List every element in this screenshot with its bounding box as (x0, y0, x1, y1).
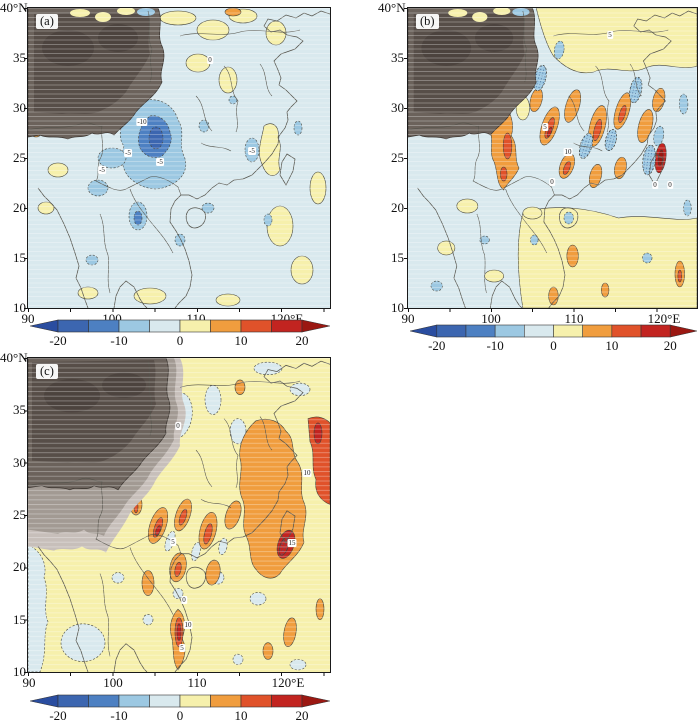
lat-tick-label: 20 (391, 200, 404, 215)
contour-value-label: 10 (183, 621, 193, 629)
contour-value-label: 0 (652, 181, 658, 189)
lon-tick-label: 100 (481, 311, 501, 326)
colorbar-b (410, 324, 697, 338)
contour-value-label: 10 (563, 148, 573, 156)
lat-tick-label: 25 (13, 507, 26, 522)
map-c: (c) 0 10 15 0 10 5 5 (27, 357, 331, 673)
lon-tick-label: 90 (21, 311, 35, 326)
contour-value-label: -5 (248, 147, 256, 155)
map-a: (a) -10 -5 -5 -5 -5 0 (27, 7, 331, 309)
colorbar-tick-label: -20 (49, 708, 67, 723)
colorbar-a (30, 319, 330, 333)
scanline-overlay (408, 8, 697, 308)
panel-label: (a) (36, 14, 58, 29)
contour-value-label: -5 (156, 158, 164, 166)
colorbar-tick-label: -20 (428, 338, 446, 353)
contour-value-label: -5 (124, 149, 132, 157)
map-c-canvas (28, 358, 330, 672)
lat-tick-label: 15 (13, 250, 26, 265)
lat-tick-label: 15 (13, 612, 26, 627)
lon-tick-label: 90 (401, 311, 415, 326)
colorbar-tick-label: 10 (605, 338, 619, 353)
contour-value-label: 0 (181, 596, 187, 604)
lat-tick-label: 30 (13, 455, 26, 470)
lat-tick-label: 35 (13, 50, 26, 65)
colorbar-tick-label: -10 (110, 333, 128, 348)
scanline-overlay (28, 8, 330, 308)
contour-value-label: 10 (302, 469, 312, 477)
contour-value-label: 5 (542, 123, 548, 131)
lat-tick-label: 35 (13, 402, 26, 417)
lon-tick-label: 120°E (647, 311, 681, 326)
panel-label: (c) (36, 364, 58, 379)
lat-tick-label: 25 (13, 150, 26, 165)
lat-tick-label: 20 (13, 559, 26, 574)
scanline-overlay (28, 358, 330, 672)
contour-value-label: -5 (98, 166, 106, 174)
colorbar-b-labels: -20 -10 0 10 20 (410, 339, 697, 353)
lon-tick-label: 100 (103, 675, 123, 690)
lat-tick-label: 40°N (0, 0, 28, 15)
lat-tick-label: 15 (391, 250, 404, 265)
lon-tick-label: 120°E (271, 675, 305, 690)
contour-value-label: -10 (136, 118, 148, 126)
colorbar-tick-label: 10 (234, 708, 248, 723)
colorbar-tick-label: -10 (110, 708, 128, 723)
lat-tick-label: 35 (391, 50, 404, 65)
lon-tick-label: 110 (187, 675, 207, 690)
colorbar-tick-label: 0 (176, 333, 184, 348)
lat-tick-label: 20 (13, 200, 26, 215)
lon-tick-label: 90 (22, 675, 36, 690)
lon-axis-ticks (28, 309, 331, 312)
lat-tick-label: 10 (13, 664, 26, 679)
contour-value-label: 5 (607, 31, 613, 39)
colorbar-a-labels: -20 -10 0 10 20 (30, 334, 330, 348)
colorbar-tick-label: 0 (550, 338, 557, 353)
colorbar-c-labels: -20 -10 0 10 20 (30, 709, 330, 723)
contour-value-label: 5 (179, 644, 185, 652)
lat-tick-label: 25 (391, 150, 404, 165)
lat-axis-ticks (24, 8, 27, 309)
map-a-canvas (28, 8, 330, 308)
map-b: (b) 5 5 10 0 0 0 (407, 7, 698, 309)
colorbar-c (30, 694, 330, 708)
colorbar-tick-label: 10 (234, 333, 248, 348)
contour-value-label: 0 (667, 181, 673, 189)
lat-tick-label: 40°N (378, 0, 406, 15)
colorbar-tick-label: 20 (295, 708, 309, 723)
lat-tick-label: 30 (13, 100, 26, 115)
contour-value-label: 15 (287, 539, 297, 547)
contour-value-label: 5 (170, 538, 176, 546)
contour-value-label: 0 (175, 422, 181, 430)
lat-tick-label: 10 (13, 300, 26, 315)
contour-value-label: 0 (207, 56, 213, 64)
lat-tick-label: 30 (391, 100, 404, 115)
lat-tick-label: 40°N (0, 350, 28, 365)
colorbar-tick-label: -10 (486, 338, 504, 353)
lat-axis-ticks (404, 8, 407, 309)
map-b-canvas (408, 8, 697, 308)
lat-tick-label: 10 (391, 300, 404, 315)
contour-value-label: 0 (549, 178, 555, 186)
colorbar-tick-label: 0 (176, 708, 184, 723)
lon-axis-ticks (408, 309, 698, 312)
colorbar-tick-label: 20 (663, 338, 677, 353)
lat-axis-ticks (24, 358, 27, 673)
panel-label: (b) (416, 14, 439, 29)
lon-axis-ticks (28, 673, 331, 676)
colorbar-tick-label: 20 (295, 333, 309, 348)
lon-tick-label: 110 (564, 311, 584, 326)
colorbar-tick-label: -20 (49, 333, 67, 348)
